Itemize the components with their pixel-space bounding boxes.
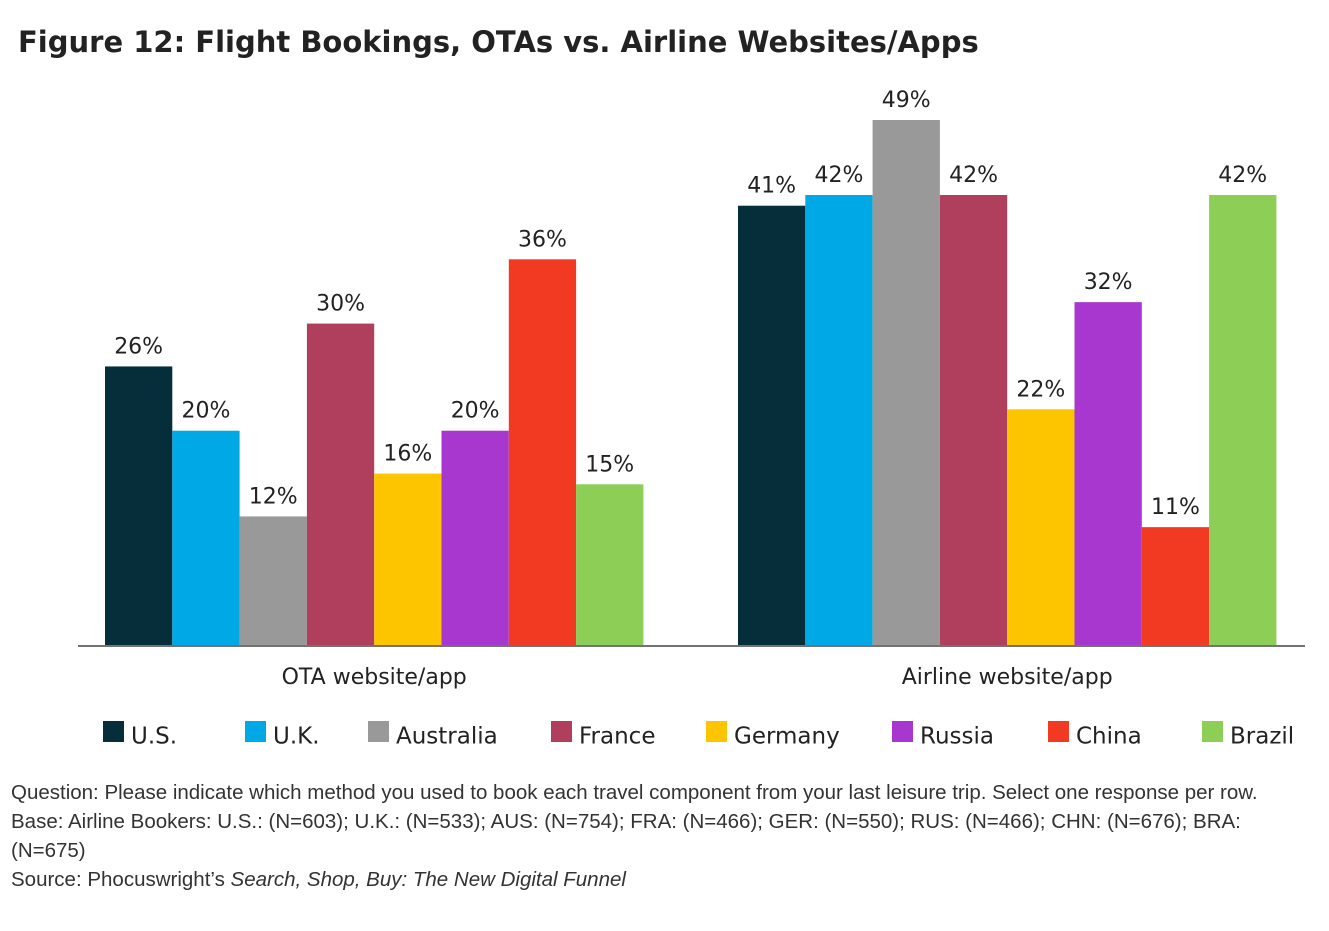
bar <box>172 430 240 645</box>
data-label: 20% <box>451 399 500 424</box>
chart-title: Figure 12: Flight Bookings, OTAs vs. Air… <box>18 25 979 59</box>
notes: Question: Please indicate which method y… <box>11 778 1261 894</box>
legend-swatch <box>103 721 124 742</box>
bar <box>105 366 173 645</box>
data-label: 16% <box>383 442 432 467</box>
bar <box>738 205 806 645</box>
data-label: 42% <box>1218 163 1267 188</box>
legend-label: Australia <box>396 724 498 750</box>
bar <box>939 195 1008 645</box>
bar <box>239 516 307 645</box>
bar <box>508 259 577 645</box>
bar <box>306 323 375 645</box>
legend-swatch <box>245 721 266 742</box>
legend-swatch <box>551 721 572 742</box>
legend-label: U.S. <box>131 724 177 750</box>
legend-swatch <box>1048 721 1069 742</box>
data-label: 15% <box>585 452 634 477</box>
data-label: 22% <box>1016 377 1065 402</box>
data-label: 20% <box>181 399 230 424</box>
bar <box>576 484 644 645</box>
legend-label: Russia <box>920 724 994 750</box>
source-note: Source: Phocuswright’s Search, Shop, Buy… <box>11 865 1261 894</box>
bar <box>872 120 940 645</box>
legend-label: France <box>579 724 655 750</box>
source-prefix: Source: Phocuswright’s <box>11 868 225 891</box>
bar <box>1074 302 1142 645</box>
bar <box>374 473 442 645</box>
legend-label: China <box>1076 724 1142 750</box>
data-label: 36% <box>518 227 567 252</box>
data-label: 49% <box>882 88 931 113</box>
legend-swatch <box>892 721 913 742</box>
legend-swatch <box>706 721 727 742</box>
x-tick-label: OTA website/app <box>282 665 467 690</box>
data-label: 42% <box>949 163 998 188</box>
legend-label: Germany <box>734 724 840 750</box>
legend-label: U.K. <box>273 724 320 750</box>
chart: Figure 12: Flight Bookings, OTAs vs. Air… <box>18 25 1305 750</box>
data-label: 30% <box>316 292 365 317</box>
data-label: 11% <box>1151 495 1200 520</box>
data-label: 32% <box>1084 270 1133 295</box>
legend-swatch <box>1202 721 1223 742</box>
bar <box>1209 195 1277 645</box>
bar <box>1141 527 1210 645</box>
bar <box>805 195 873 645</box>
data-label: 26% <box>114 334 163 359</box>
base-note: Base: Airline Bookers: U.S.: (N=603); U.… <box>11 810 1241 862</box>
bar <box>441 430 509 645</box>
question-note: Question: Please indicate which method y… <box>11 781 1258 804</box>
legend-label: Brazil <box>1230 724 1294 750</box>
x-tick-label: Airline website/app <box>902 665 1113 690</box>
legend-swatch <box>368 721 389 742</box>
data-label: 12% <box>249 484 298 509</box>
data-label: 42% <box>814 163 863 188</box>
source-title: Search, Shop, Buy: The New Digital Funne… <box>230 868 626 891</box>
bar <box>1007 409 1075 645</box>
data-label: 41% <box>747 174 796 199</box>
